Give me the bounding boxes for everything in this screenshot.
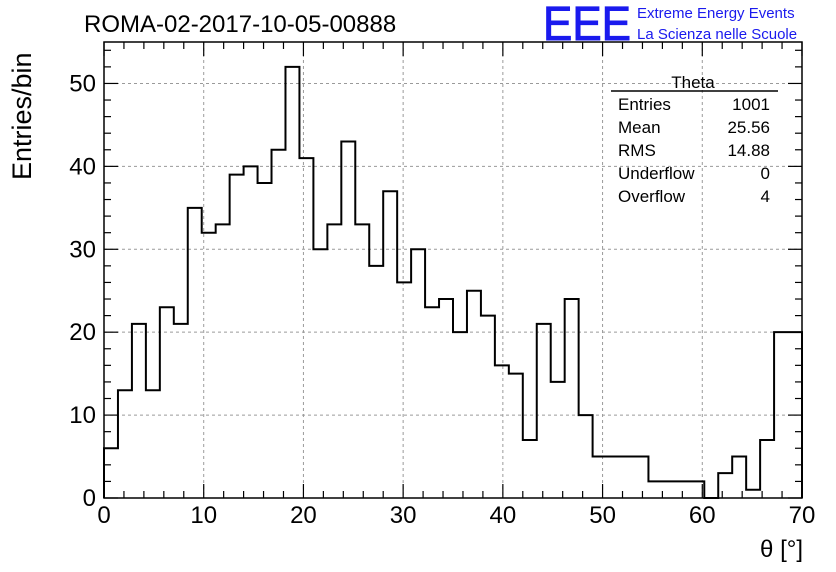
stats-label: Underflow [618, 164, 695, 183]
y-tick-label: 50 [69, 70, 96, 97]
stats-label: Mean [618, 118, 661, 137]
stats-label: Entries [618, 95, 671, 114]
histogram-series [103, 65, 803, 499]
chart-title: ROMA-02-2017-10-05-00888 [84, 11, 396, 38]
x-tick-label: 70 [789, 502, 816, 529]
x-tick-label: 40 [490, 502, 517, 529]
y-tick-label: 30 [69, 236, 96, 263]
y-tick-label: 40 [69, 153, 96, 180]
x-tick-label: 50 [589, 502, 616, 529]
axis-ticks [103, 42, 803, 499]
stats-value: 0 [761, 164, 770, 183]
grid-lines [104, 42, 802, 498]
y-tick-label: 20 [69, 319, 96, 346]
stats-value: 25.56 [727, 118, 770, 137]
x-tick-label: 60 [689, 502, 716, 529]
eee-logo-mark: EEE [543, 0, 631, 51]
x-tick-label: 0 [97, 502, 110, 529]
y-tick-labels: 0 10 20 30 40 50 [69, 70, 96, 512]
logo-line-1: Extreme Energy Events [637, 5, 795, 22]
y-axis-label: Entries/bin [7, 52, 37, 180]
y-tick-label: 0 [83, 485, 96, 512]
stats-box: Theta Entries 1001 Mean 25.56 RMS 14.88 Underf… [611, 73, 778, 206]
x-axis-label: θ [°] [760, 536, 803, 563]
y-tick-label: 10 [69, 402, 96, 429]
x-tick-label: 30 [390, 502, 417, 529]
stats-value: 4 [761, 187, 770, 206]
stats-value: 14.88 [727, 141, 770, 160]
logo-line-2: La Scienza nelle Scuole [637, 26, 797, 43]
x-tick-labels: 0 10 20 30 40 50 60 70 [97, 502, 815, 529]
eee-logo: EEE Extreme Energy Events La Scienza nel… [543, 0, 798, 52]
plot-frame [103, 41, 803, 499]
stats-label: Overflow [618, 187, 686, 206]
stats-value: 1001 [732, 95, 770, 114]
stats-title: Theta [671, 73, 715, 92]
x-tick-label: 10 [190, 502, 217, 529]
stats-label: RMS [618, 141, 656, 160]
x-tick-label: 20 [290, 502, 317, 529]
